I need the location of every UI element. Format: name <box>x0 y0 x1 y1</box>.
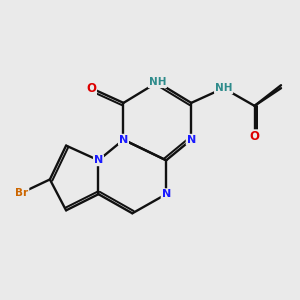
Text: N: N <box>187 135 196 145</box>
Text: N: N <box>162 189 171 199</box>
Text: N: N <box>94 155 103 165</box>
Text: Br: Br <box>15 188 28 198</box>
Text: O: O <box>250 130 260 143</box>
Text: O: O <box>86 82 96 95</box>
Text: NH: NH <box>148 77 166 87</box>
Text: N: N <box>119 135 128 145</box>
Text: NH: NH <box>215 83 232 93</box>
